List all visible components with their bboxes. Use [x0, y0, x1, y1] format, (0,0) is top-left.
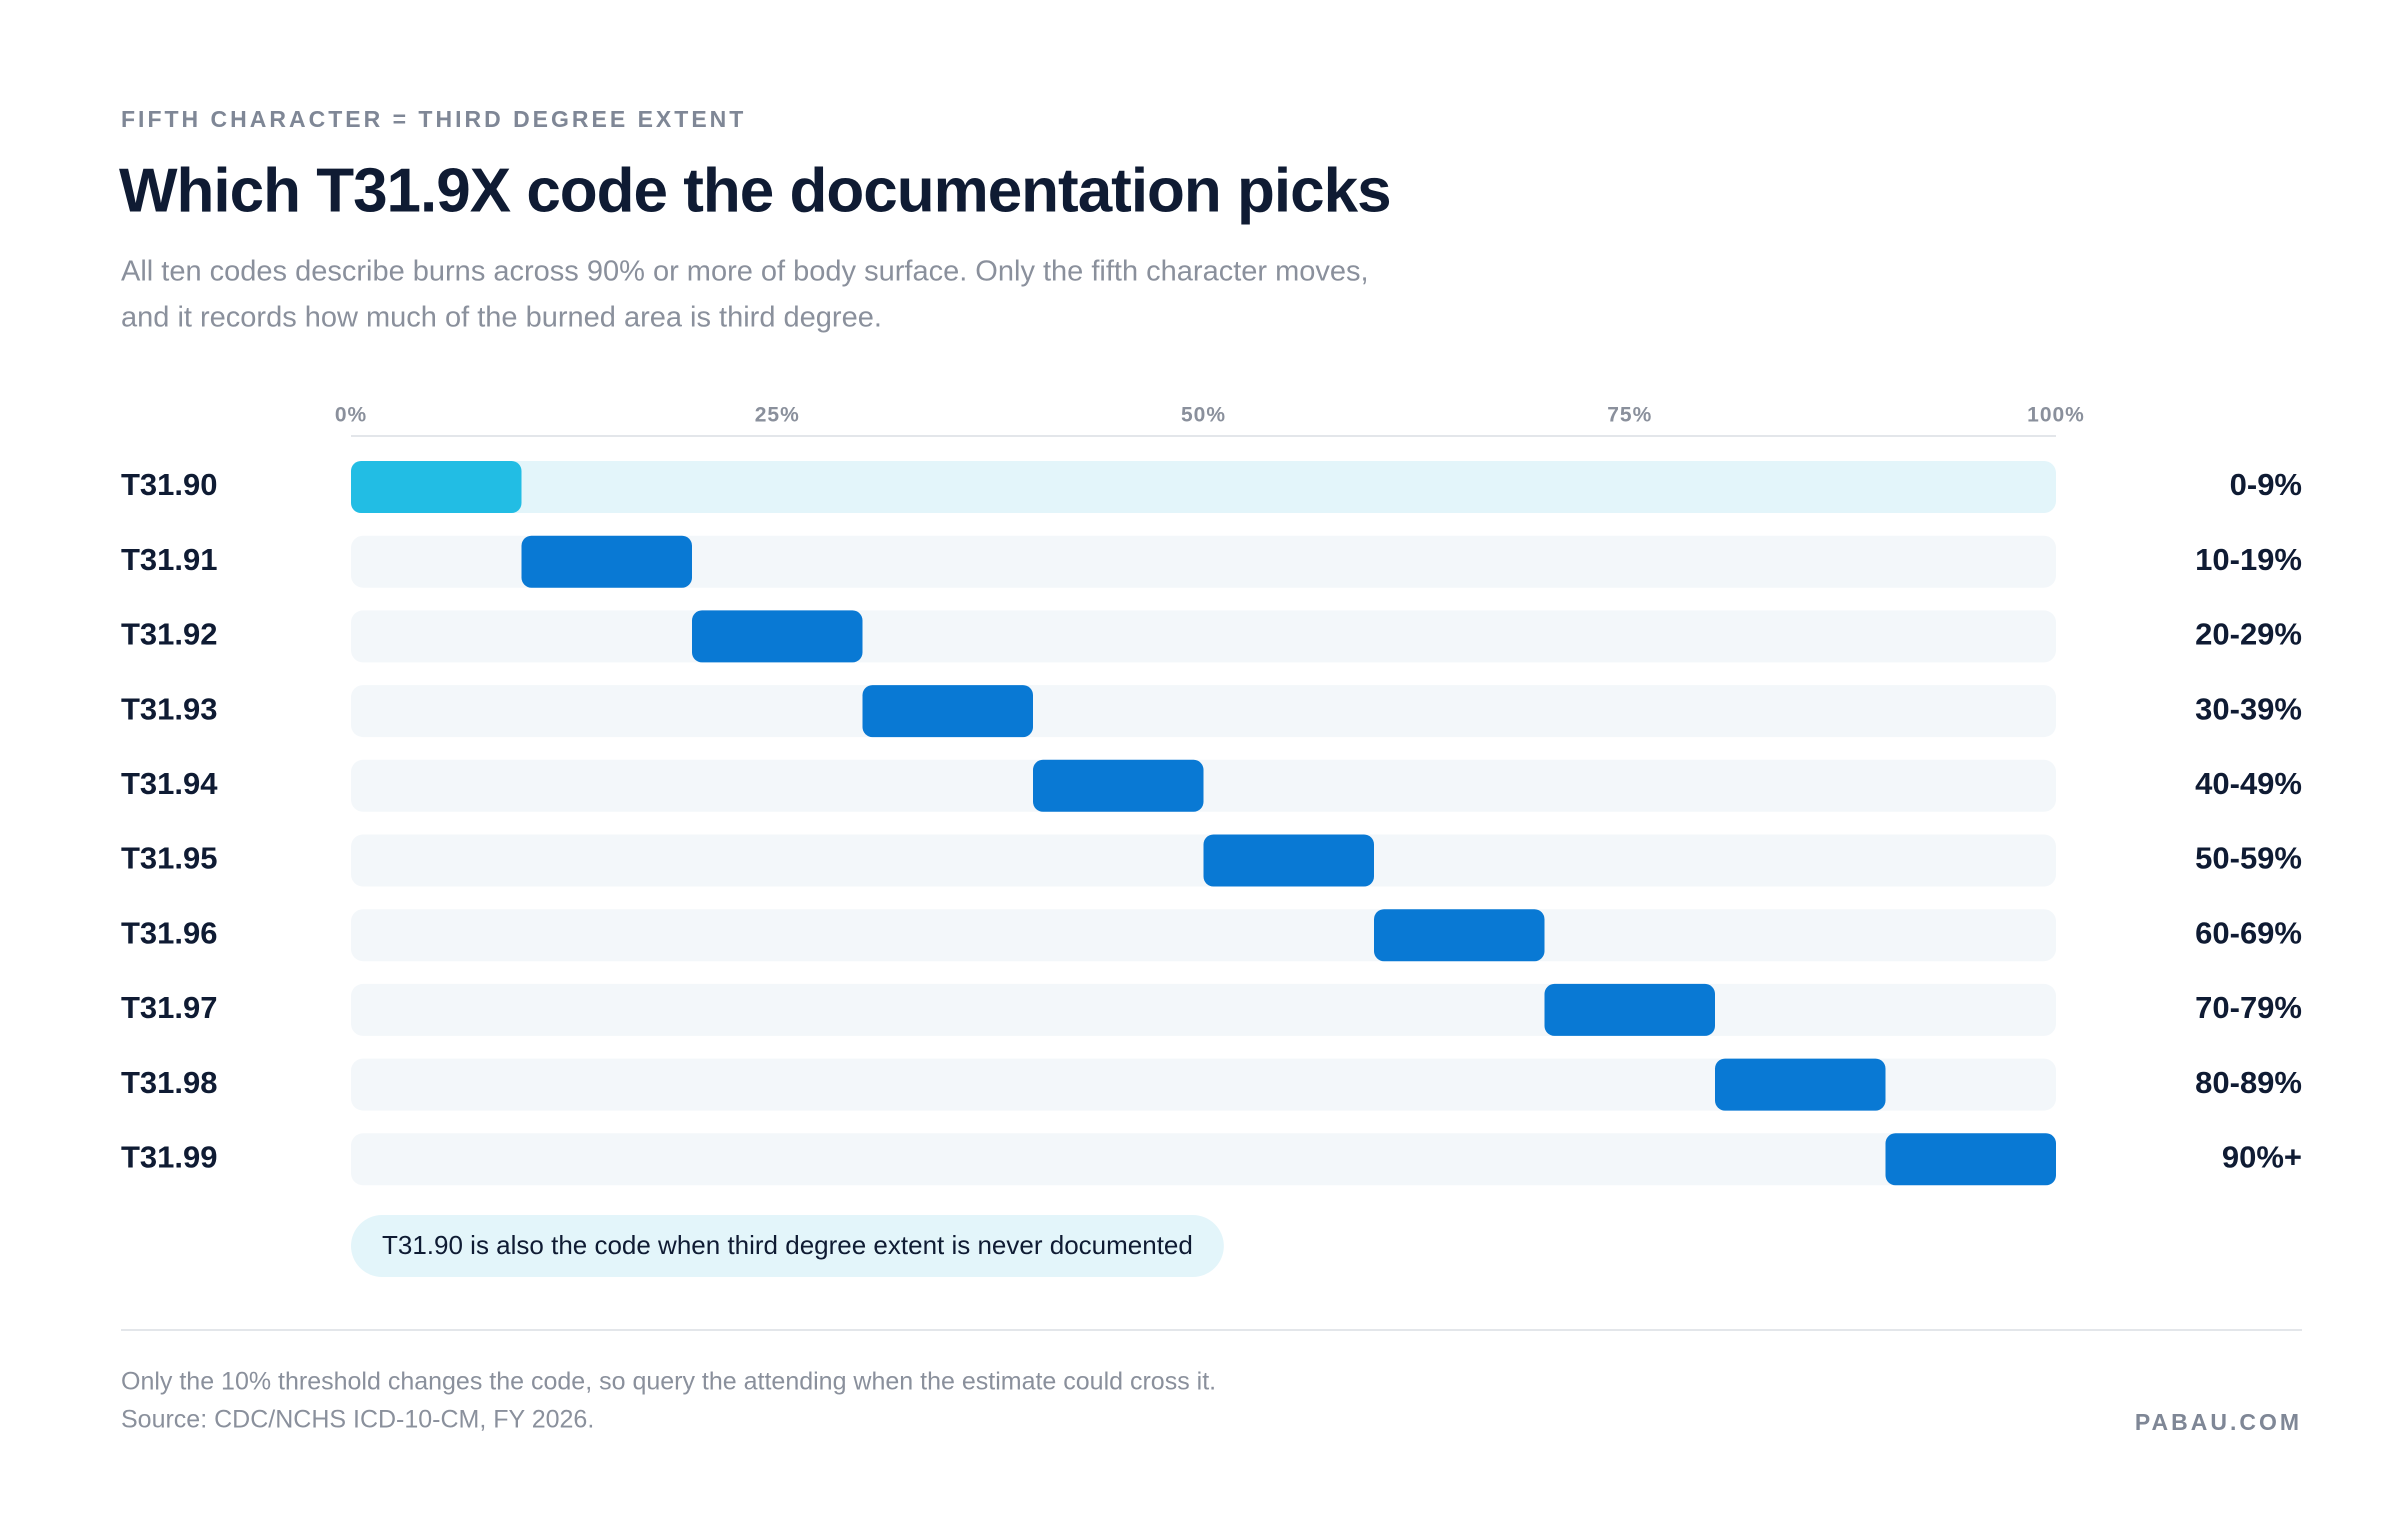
- track: [351, 610, 2056, 663]
- category-label: T31.94: [121, 766, 218, 801]
- extent-label: 30-39%: [2195, 691, 2302, 726]
- x-tick-label: 50%: [1181, 404, 1226, 427]
- extent-label: 10-19%: [2195, 542, 2302, 577]
- range-bar: [1715, 1058, 1886, 1111]
- range-bar: [1885, 1133, 2056, 1186]
- track: [351, 983, 2056, 1036]
- footnote: Only the 10% threshold changes the code,…: [121, 1368, 1216, 1396]
- source: Source: CDC/NCHS ICD-10-CM, FY 2026.: [121, 1406, 594, 1434]
- range-bar: [692, 610, 863, 663]
- extent-label: 0-9%: [2230, 467, 2302, 502]
- extent-label: 90%+: [2222, 1139, 2302, 1174]
- track: [351, 1058, 2056, 1111]
- category-label: T31.99: [121, 1139, 218, 1174]
- range-bar: [351, 461, 522, 513]
- kicker: FIFTH CHARACTER = THIRD DEGREE EXTENT: [121, 106, 746, 132]
- range-bar: [1374, 909, 1545, 962]
- subtitle: All ten codes describe burns across 90% …: [121, 256, 1369, 288]
- x-tick-label: 75%: [1607, 404, 1652, 427]
- track: [351, 535, 2056, 588]
- category-label: T31.92: [121, 617, 218, 652]
- extent-label: 40-49%: [2195, 766, 2302, 801]
- range-bar: [862, 685, 1033, 738]
- category-label: T31.95: [121, 841, 218, 876]
- category-label: T31.90: [121, 467, 218, 502]
- subtitle: and it records how much of the burned ar…: [121, 302, 882, 334]
- track: [351, 685, 2056, 738]
- category-label: T31.98: [121, 1065, 218, 1100]
- track: [351, 1133, 2056, 1186]
- extent-label: 20-29%: [2195, 617, 2302, 652]
- category-label: T31.91: [121, 542, 218, 577]
- category-label: T31.96: [121, 915, 218, 950]
- extent-label: 70-79%: [2195, 990, 2302, 1025]
- extent-label: 60-69%: [2195, 915, 2302, 950]
- category-label: T31.97: [121, 990, 218, 1025]
- extent-label: 50-59%: [2195, 841, 2302, 876]
- x-tick-label: 100%: [2027, 404, 2085, 427]
- range-bar: [1544, 983, 1715, 1036]
- track: [351, 461, 2056, 513]
- category-label: T31.93: [121, 691, 218, 726]
- x-tick-label: 0%: [335, 404, 367, 427]
- extent-label: 80-89%: [2195, 1065, 2302, 1100]
- range-bar: [521, 535, 692, 588]
- range-bar: [1033, 759, 1204, 812]
- track: [351, 909, 2056, 962]
- chart-title: Which T31.9X code the documentation pick…: [119, 156, 1391, 225]
- brand: PABAU.COM: [2135, 1409, 2302, 1435]
- x-tick-label: 25%: [755, 404, 800, 427]
- annotation-pill: [351, 1215, 1224, 1277]
- annotation: T31.90 is also the code when third degre…: [382, 1230, 1193, 1260]
- range-bar: [1203, 834, 1374, 887]
